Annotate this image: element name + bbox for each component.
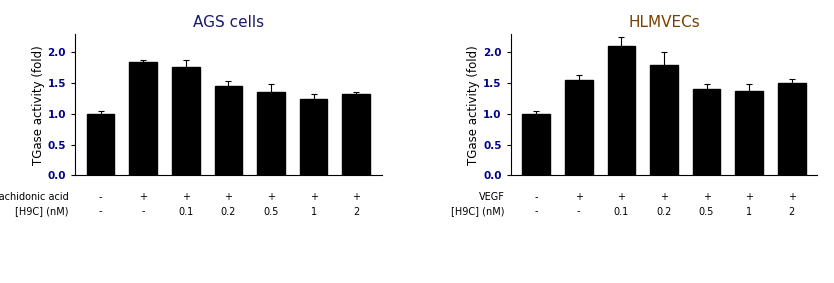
Text: +: +	[182, 192, 190, 202]
Bar	[343, 94, 370, 175]
Text: 0.5: 0.5	[699, 207, 714, 216]
Bar	[778, 83, 806, 175]
Title: HLMVECs: HLMVECs	[628, 15, 700, 30]
Text: +: +	[575, 192, 583, 202]
Text: +: +	[660, 192, 668, 202]
Bar	[299, 99, 328, 175]
Y-axis label: TGase activity (fold): TGase activity (fold)	[32, 45, 45, 165]
Text: +: +	[267, 192, 275, 202]
Bar	[172, 67, 199, 175]
Text: [H9C] (nM): [H9C] (nM)	[451, 207, 505, 216]
Text: -: -	[535, 192, 538, 202]
Text: +: +	[788, 192, 796, 202]
Text: 2: 2	[353, 207, 359, 216]
Text: +: +	[224, 192, 233, 202]
Text: 0.5: 0.5	[264, 207, 279, 216]
Text: -: -	[99, 207, 103, 216]
Bar	[87, 114, 114, 175]
Text: -: -	[142, 207, 145, 216]
Text: [H9C] (nM): [H9C] (nM)	[15, 207, 69, 216]
Text: VEGF: VEGF	[479, 192, 505, 202]
Text: +: +	[617, 192, 626, 202]
Text: 0.2: 0.2	[221, 207, 236, 216]
Text: 0.1: 0.1	[178, 207, 193, 216]
Text: 2: 2	[789, 207, 795, 216]
Text: -: -	[99, 192, 103, 202]
Bar	[257, 92, 285, 175]
Text: +: +	[702, 192, 711, 202]
Text: 0.2: 0.2	[656, 207, 671, 216]
Bar	[736, 91, 763, 175]
Text: Arachidonic acid: Arachidonic acid	[0, 192, 69, 202]
Text: +: +	[139, 192, 148, 202]
Text: +: +	[745, 192, 753, 202]
Bar	[565, 80, 593, 175]
Bar	[651, 65, 678, 175]
Y-axis label: TGase activity (fold): TGase activity (fold)	[467, 45, 480, 165]
Bar	[214, 86, 242, 175]
Text: 1: 1	[746, 207, 752, 216]
Bar	[607, 46, 636, 175]
Bar	[129, 62, 157, 175]
Text: 1: 1	[310, 207, 317, 216]
Text: +: +	[309, 192, 318, 202]
Text: -: -	[577, 207, 580, 216]
Text: -: -	[535, 207, 538, 216]
Text: +: +	[352, 192, 360, 202]
Title: AGS cells: AGS cells	[193, 15, 264, 30]
Bar	[522, 114, 550, 175]
Text: 0.1: 0.1	[614, 207, 629, 216]
Bar	[693, 89, 721, 175]
